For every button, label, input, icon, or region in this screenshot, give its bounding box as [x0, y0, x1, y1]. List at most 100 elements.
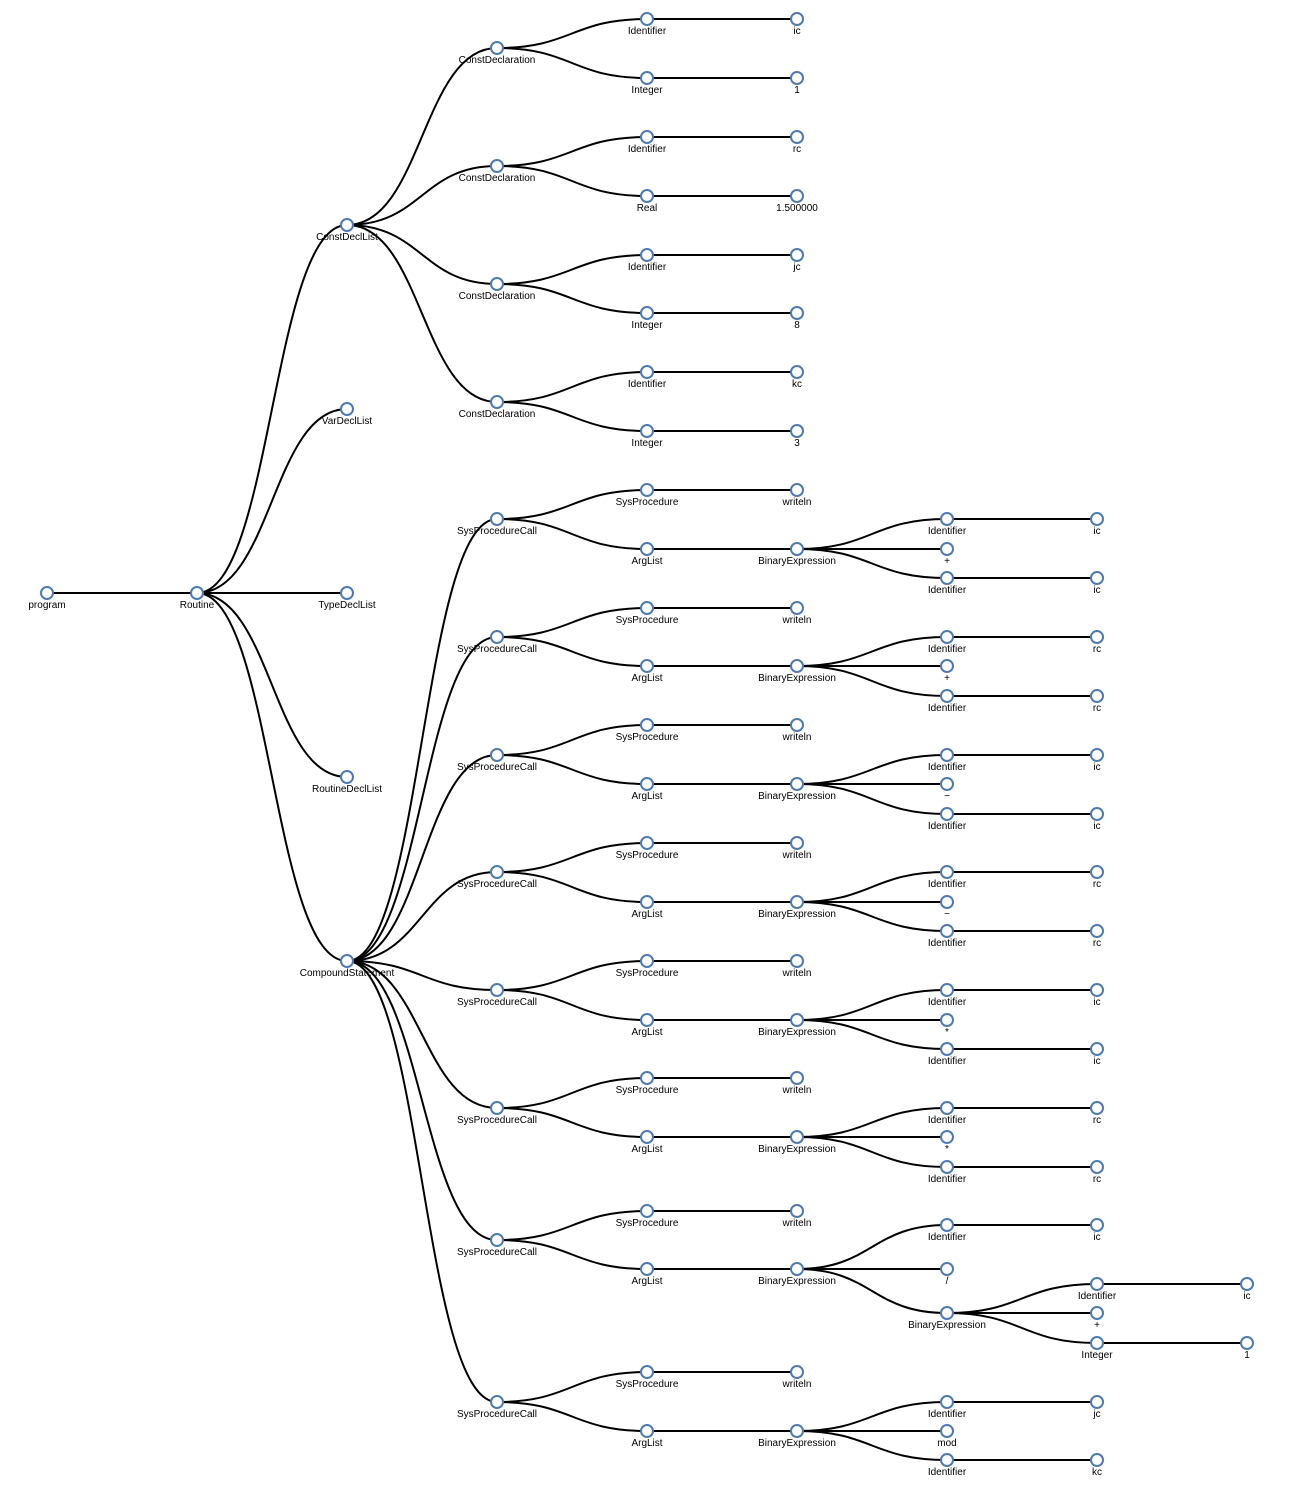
tree-node-writeln[interactable]: writeln [782, 483, 812, 508]
tree-node-integer[interactable]: Integer [631, 424, 663, 449]
tree-node-arg-list[interactable]: ArgList [631, 1130, 663, 1155]
tree-node-identifier[interactable]: Identifier [928, 689, 967, 714]
tree-node-binary-expression[interactable]: BinaryExpression [758, 1013, 836, 1038]
tree-node-rc[interactable]: rc [1090, 1160, 1104, 1185]
node-circle-icon[interactable] [940, 1042, 954, 1056]
node-circle-icon[interactable] [640, 659, 654, 673]
tree-node-arg-list[interactable]: ArgList [631, 1262, 663, 1287]
node-circle-icon[interactable] [490, 512, 504, 526]
node-circle-icon[interactable] [640, 1130, 654, 1144]
tree-node-sys-procedure-call[interactable]: SysProcedureCall [457, 1101, 537, 1126]
tree-node-identifier[interactable]: Identifier [928, 983, 967, 1008]
node-circle-icon[interactable] [1090, 1336, 1104, 1350]
node-circle-icon[interactable] [640, 130, 654, 144]
tree-node-rc[interactable]: rc [1090, 1101, 1104, 1126]
node-circle-icon[interactable] [790, 777, 804, 791]
node-circle-icon[interactable] [640, 12, 654, 26]
node-circle-icon[interactable] [940, 630, 954, 644]
node-circle-icon[interactable] [940, 895, 954, 909]
tree-node-sys-procedure-call[interactable]: SysProcedureCall [457, 630, 537, 655]
node-circle-icon[interactable] [1240, 1277, 1254, 1291]
tree-node-rc[interactable]: rc [1090, 630, 1104, 655]
node-circle-icon[interactable] [940, 1262, 954, 1276]
node-circle-icon[interactable] [940, 659, 954, 673]
tree-node-rc[interactable]: rc [790, 130, 804, 155]
tree-node-binary-expression[interactable]: BinaryExpression [758, 1262, 836, 1287]
tree-node-arg-list[interactable]: ArgList [631, 659, 663, 684]
tree-node-integer[interactable]: Integer [1081, 1336, 1113, 1361]
tree-node-identifier[interactable]: Identifier [928, 630, 967, 655]
node-circle-icon[interactable] [490, 630, 504, 644]
node-circle-icon[interactable] [940, 865, 954, 879]
node-circle-icon[interactable] [1090, 924, 1104, 938]
tree-node-sys-procedure-call[interactable]: SysProcedureCall [457, 1233, 537, 1258]
node-circle-icon[interactable] [790, 71, 804, 85]
node-circle-icon[interactable] [640, 601, 654, 615]
tree-node-1[interactable]: 1 [790, 71, 804, 96]
tree-node-ic[interactable]: ic [1090, 571, 1104, 596]
node-circle-icon[interactable] [940, 571, 954, 585]
tree-node-identifier[interactable]: Identifier [928, 865, 967, 890]
node-circle-icon[interactable] [940, 542, 954, 556]
node-circle-icon[interactable] [790, 1071, 804, 1085]
tree-node-identifier[interactable]: Identifier [928, 1101, 967, 1126]
tree-node-rc[interactable]: rc [1090, 689, 1104, 714]
node-circle-icon[interactable] [490, 159, 504, 173]
node-circle-icon[interactable] [490, 1101, 504, 1115]
tree-node-identifier[interactable]: Identifier [928, 748, 967, 773]
tree-node-mod[interactable]: mod [937, 1424, 957, 1449]
tree-node-binary-expression[interactable]: BinaryExpression [908, 1306, 986, 1331]
tree-node-1[interactable]: 1 [1240, 1336, 1254, 1361]
node-circle-icon[interactable] [340, 770, 354, 784]
node-circle-icon[interactable] [940, 1101, 954, 1115]
tree-node-const-declaration[interactable]: ConstDeclaration [459, 277, 536, 302]
tree-node-binary-expression[interactable]: BinaryExpression [758, 542, 836, 567]
tree-node-identifier[interactable]: Identifier [928, 1218, 967, 1243]
tree-node-const-declaration[interactable]: ConstDeclaration [459, 159, 536, 184]
node-circle-icon[interactable] [1240, 1336, 1254, 1350]
node-circle-icon[interactable] [940, 1453, 954, 1467]
node-circle-icon[interactable] [640, 836, 654, 850]
tree-node-rc[interactable]: rc [1090, 865, 1104, 890]
node-circle-icon[interactable] [1090, 1395, 1104, 1409]
node-circle-icon[interactable] [940, 777, 954, 791]
tree-node-binary-expression[interactable]: BinaryExpression [758, 659, 836, 684]
tree-node-sys-procedure-call[interactable]: SysProcedureCall [457, 748, 537, 773]
tree-node-program[interactable]: program [28, 586, 66, 611]
node-circle-icon[interactable] [40, 586, 54, 600]
node-circle-icon[interactable] [340, 402, 354, 416]
node-circle-icon[interactable] [790, 1262, 804, 1276]
node-circle-icon[interactable] [940, 983, 954, 997]
node-circle-icon[interactable] [1090, 1306, 1104, 1320]
node-circle-icon[interactable] [940, 748, 954, 762]
node-circle-icon[interactable] [340, 218, 354, 232]
tree-node-minus[interactable]: − [940, 895, 954, 920]
node-circle-icon[interactable] [640, 1424, 654, 1438]
tree-node-jc[interactable]: jc [790, 248, 804, 273]
tree-node-writeln[interactable]: writeln [782, 1365, 812, 1390]
tree-node-sys-procedure-call[interactable]: SysProcedureCall [457, 1395, 537, 1420]
node-circle-icon[interactable] [1090, 748, 1104, 762]
tree-node-arg-list[interactable]: ArgList [631, 1013, 663, 1038]
tree-node-identifier[interactable]: Identifier [628, 365, 667, 390]
tree-node-ic[interactable]: ic [1090, 512, 1104, 537]
node-circle-icon[interactable] [1090, 807, 1104, 821]
tree-node-writeln[interactable]: writeln [782, 954, 812, 979]
node-circle-icon[interactable] [940, 1013, 954, 1027]
node-circle-icon[interactable] [490, 865, 504, 879]
node-circle-icon[interactable] [640, 424, 654, 438]
tree-node-sys-procedure[interactable]: SysProcedure [616, 836, 679, 861]
node-circle-icon[interactable] [1090, 1160, 1104, 1174]
node-circle-icon[interactable] [940, 1160, 954, 1174]
tree-node-real[interactable]: Real [637, 189, 658, 214]
node-circle-icon[interactable] [340, 586, 354, 600]
tree-node-integer[interactable]: Integer [631, 71, 663, 96]
tree-node-ic[interactable]: ic [1240, 1277, 1254, 1302]
node-circle-icon[interactable] [190, 586, 204, 600]
node-circle-icon[interactable] [790, 12, 804, 26]
node-circle-icon[interactable] [640, 1071, 654, 1085]
tree-node-compound-statement[interactable]: CompoundStatement [300, 954, 395, 979]
tree-node-writeln[interactable]: writeln [782, 601, 812, 626]
node-circle-icon[interactable] [790, 130, 804, 144]
tree-node-identifier[interactable]: Identifier [1078, 1277, 1117, 1302]
